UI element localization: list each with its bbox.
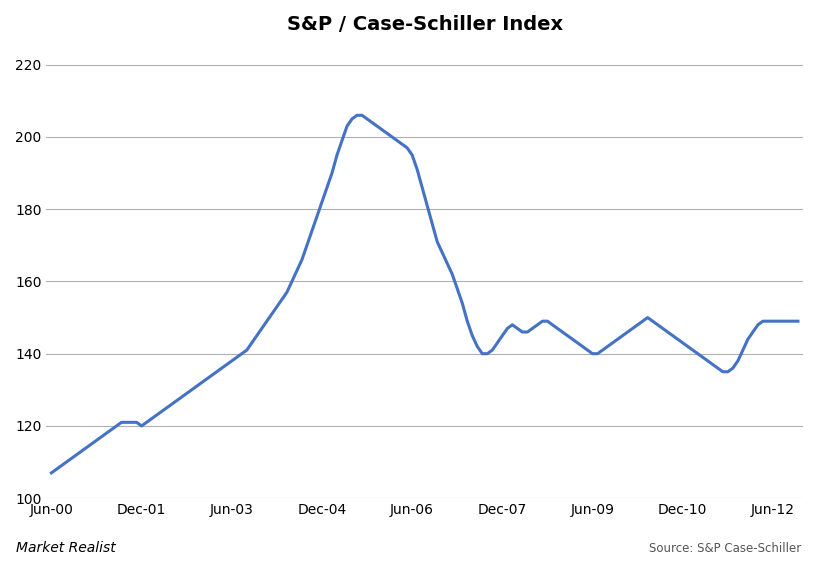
Text: Source: S&P Case-Schiller: Source: S&P Case-Schiller: [649, 542, 802, 555]
Text: Market Realist: Market Realist: [16, 541, 116, 555]
Title: S&P / Case-Schiller Index: S&P / Case-Schiller Index: [286, 15, 563, 34]
